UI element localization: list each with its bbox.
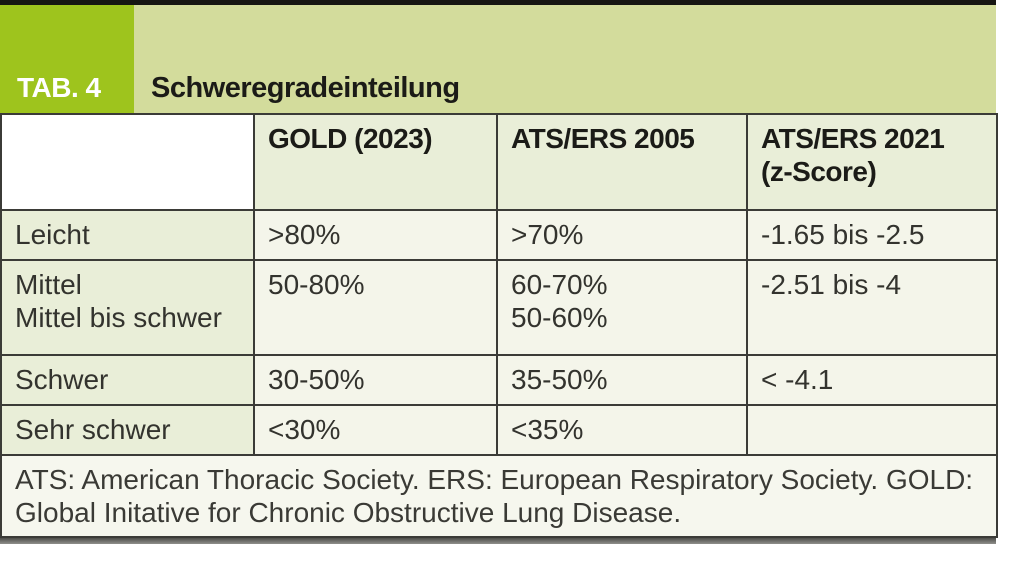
cell-ats2005: 60-70% 50-60% — [496, 259, 748, 356]
cell-ats2005: >70% — [496, 209, 748, 261]
header-row: GOLD (2023) ATS/ERS 2005 ATS/ERS 2021 (z… — [0, 113, 998, 211]
top-border-bar — [0, 0, 996, 5]
column-header-gold: GOLD (2023) — [253, 113, 498, 211]
table-row-leicht: Leicht >80% >70% -1.65 bis -2.5 — [0, 209, 998, 261]
table-title: Schweregradeinteilung — [151, 72, 460, 104]
cell-gold: 50-80% — [253, 259, 498, 356]
table-title-block: Schweregradeinteilung — [134, 5, 996, 113]
cell-gold: 30-50% — [253, 354, 498, 406]
severity-table: GOLD (2023) ATS/ERS 2005 ATS/ERS 2021 (z… — [0, 113, 998, 538]
row-label: Mittel Mittel bis schwer — [0, 259, 255, 356]
table-figure: TAB. 4 Schweregradeinteilung GOLD (2023)… — [0, 0, 998, 544]
column-header-ats2005: ATS/ERS 2005 — [496, 113, 748, 211]
cell-ats2021 — [746, 404, 998, 456]
table-header-band: TAB. 4 Schweregradeinteilung — [0, 5, 996, 113]
footnote-row: ATS: American Thoracic Society. ERS: Eur… — [0, 454, 998, 538]
cell-ats2021: < -4.1 — [746, 354, 998, 406]
table-footnote: ATS: American Thoracic Society. ERS: Eur… — [0, 454, 998, 538]
row-label: Leicht — [0, 209, 255, 261]
cell-gold: >80% — [253, 209, 498, 261]
table-row-mittel: Mittel Mittel bis schwer 50-80% 60-70% 5… — [0, 259, 998, 356]
cell-ats2005: 35-50% — [496, 354, 748, 406]
cell-gold: <30% — [253, 404, 498, 456]
cell-ats2005: <35% — [496, 404, 748, 456]
column-header-ats2021: ATS/ERS 2021 (z-Score) — [746, 113, 998, 211]
table-number-label: TAB. 4 — [17, 72, 101, 103]
table-number-badge: TAB. 4 — [0, 5, 134, 113]
cell-ats2021: -2.51 bis -4 — [746, 259, 998, 356]
corner-cell — [0, 113, 255, 211]
cell-ats2021: -1.65 bis -2.5 — [746, 209, 998, 261]
table-row-sehr-schwer: Sehr schwer <30% <35% — [0, 404, 998, 456]
row-label: Schwer — [0, 354, 255, 406]
table-row-schwer: Schwer 30-50% 35-50% < -4.1 — [0, 354, 998, 406]
row-label: Sehr schwer — [0, 404, 255, 456]
bottom-border-bar — [0, 537, 996, 544]
